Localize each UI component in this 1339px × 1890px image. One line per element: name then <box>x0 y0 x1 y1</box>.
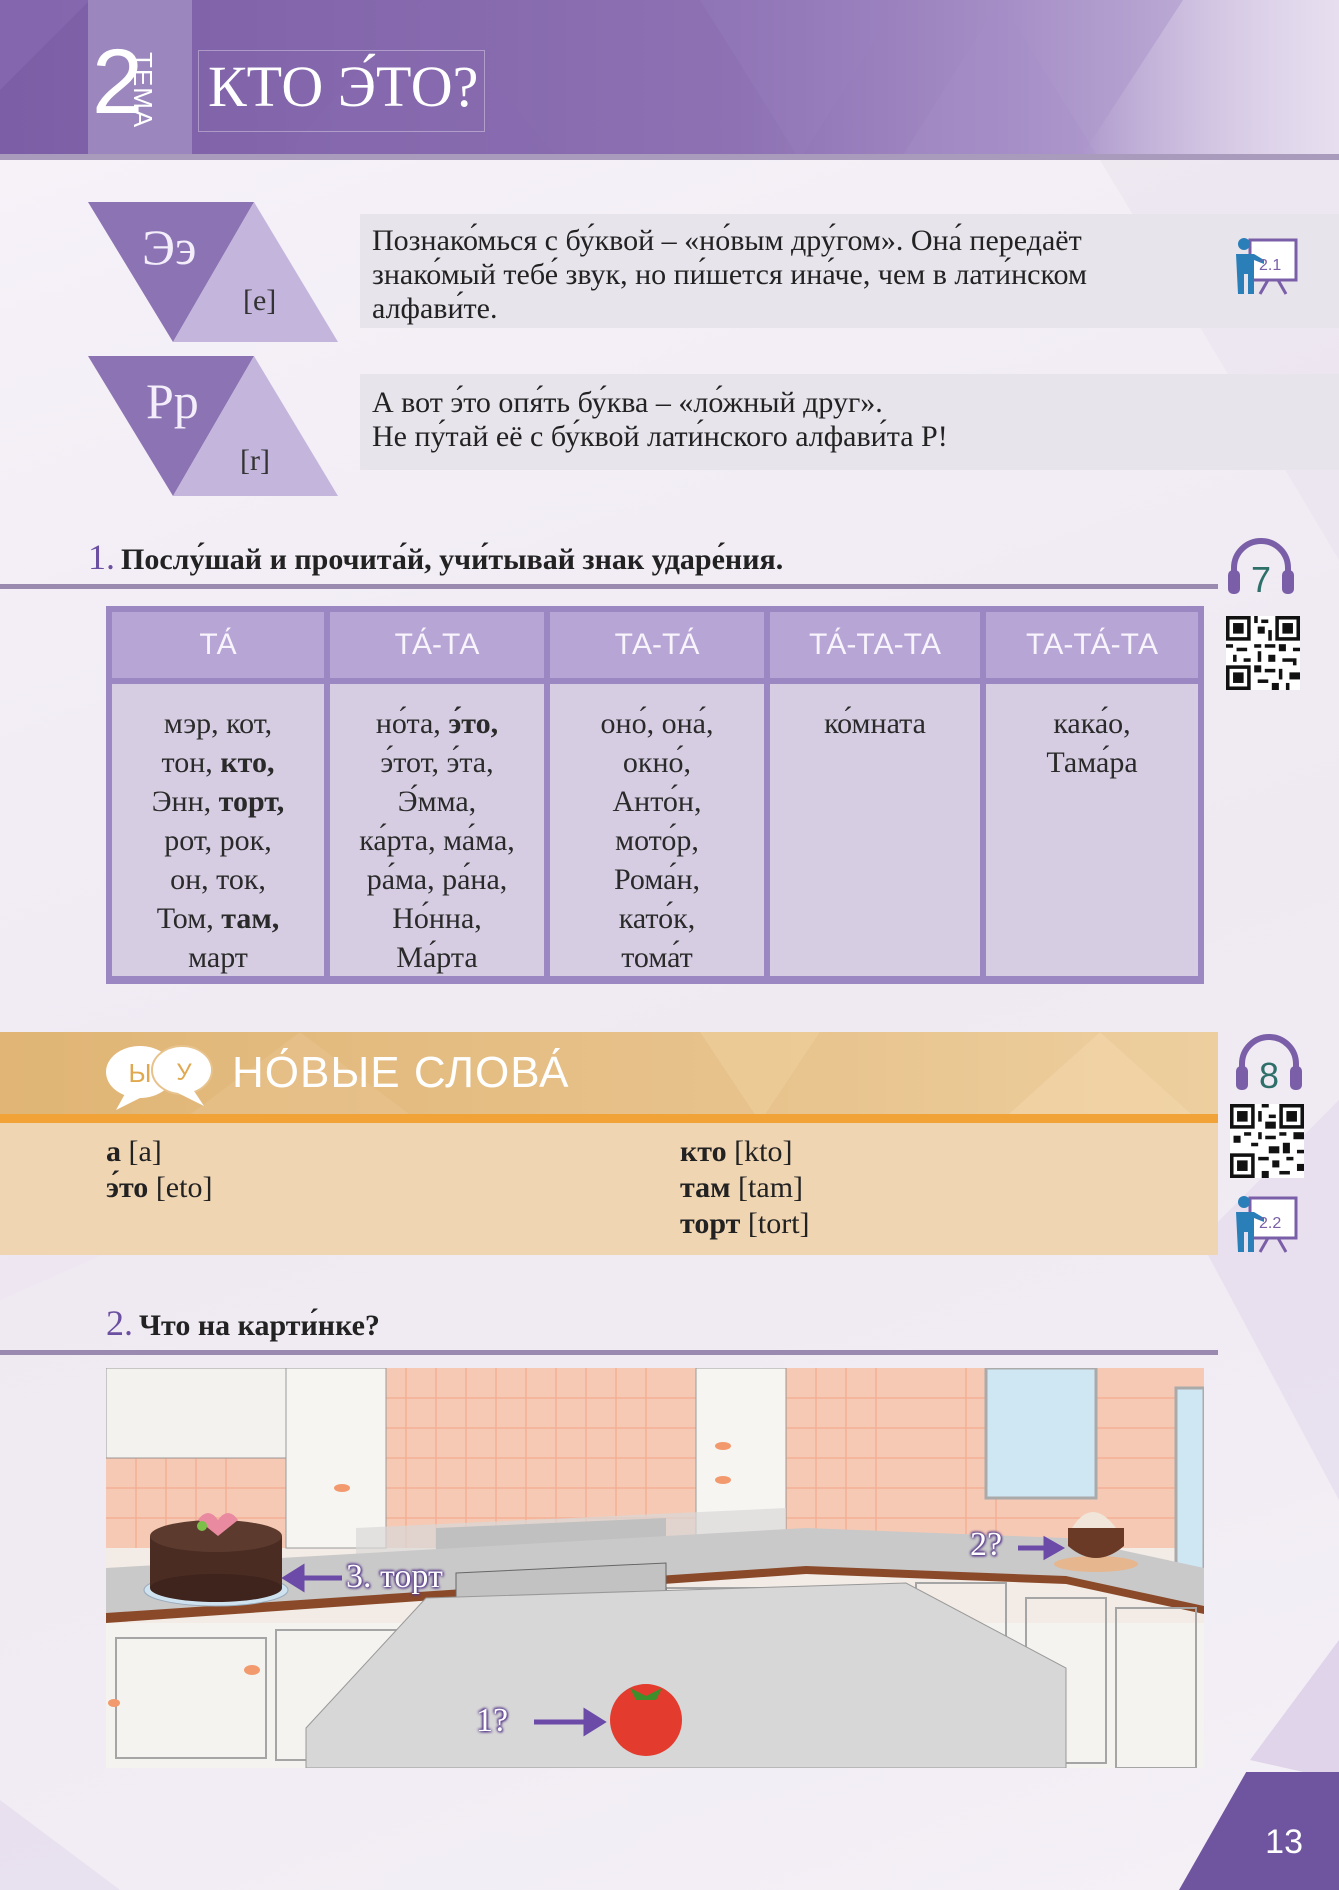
header-underline <box>0 154 1339 160</box>
svg-text:У: У <box>176 1059 192 1086</box>
exercise-number: 1. <box>88 537 115 577</box>
word-line: кака́о, <box>1053 707 1131 740</box>
word-line: ка́рта, ма́ма, <box>359 824 515 857</box>
picture-label-1: 1? <box>476 1702 509 1739</box>
word-line: оно́, она́, <box>600 707 714 740</box>
page-number: 13 <box>1265 1823 1303 1861</box>
word-line: э́тот, э́та, <box>380 746 494 779</box>
qr-code[interactable] <box>1226 616 1300 690</box>
exercise-2-rule <box>0 1350 1218 1355</box>
presenter-board-icon[interactable]: 2.1 <box>1232 234 1302 304</box>
vocab-item: там [tam] <box>680 1171 804 1204</box>
new-words-pattern <box>180 1032 1200 1122</box>
page-title: КТО Э́ТО? <box>208 54 479 119</box>
presenter-board-icon[interactable]: 2.2 <box>1232 1192 1302 1262</box>
letter-card-e: Ээ [e] <box>88 202 338 342</box>
svg-text:8: 8 <box>1259 1055 1279 1096</box>
word-line: Анто́н, <box>612 785 702 818</box>
theme-number: 2 <box>92 31 144 133</box>
topic-header <box>0 0 1339 160</box>
exercise-1-rule <box>0 584 1218 589</box>
letter-phonetic: [e] <box>243 284 277 317</box>
new-words-title: НО́ВЫЕ СЛОВА́ <box>232 1048 570 1097</box>
word-line: Но́нна, <box>392 902 482 935</box>
letter-info-r: А вот э́то опя́ть бу́ква – «ло́жный друг… <box>360 374 1339 470</box>
stress-pattern-table: ТА́ ТА́-ТА ТА-ТА́ ТА́-ТА-ТА ТА-ТА́-ТА мэ… <box>106 606 1204 984</box>
svg-text:Ы: Ы <box>128 1058 151 1088</box>
table-cell: ко́мната <box>770 684 980 976</box>
vocab-item: а [a] <box>106 1135 162 1168</box>
table-header: ТА́ <box>112 612 324 678</box>
table-cell: оно́, она́, окно́, Анто́н, мото́р, Рома́н, ка… <box>550 684 764 976</box>
vocab-item: торт [tort] <box>680 1207 810 1240</box>
kitchen-scene <box>106 1368 1204 1768</box>
theme-label: ТЕМА <box>128 52 158 129</box>
letter-glyph: Ээ <box>142 219 197 275</box>
word-line: мэр, кот, <box>163 707 273 740</box>
qr-code[interactable] <box>1230 1104 1304 1178</box>
word-line: Рома́н, <box>613 863 700 896</box>
word-line: Ма́рта <box>396 941 478 974</box>
word-line: рот, рок, <box>164 824 272 857</box>
word-line: но́та, э́то, <box>375 707 499 740</box>
table-header: ТА́-ТА-ТА <box>770 612 980 678</box>
title-frame <box>198 50 485 132</box>
exercise-2-heading: 2. Что на карти́нке? <box>106 1302 380 1344</box>
letter-info-text: Познако́мься с бу́квой – «но́вым дру́гом… <box>372 224 1087 325</box>
table-cell: но́та, э́то, э́тот, э́та, Э́мма, ка́рта, ма… <box>330 684 544 976</box>
headphones-icon[interactable]: 7 <box>1226 536 1296 600</box>
vocab-item: кто [kto] <box>680 1135 793 1168</box>
table-header: ТА-ТА́ <box>550 612 764 678</box>
exercise-instruction: Послу́шай и прочита́й, учи́тывай знак уд… <box>121 543 784 576</box>
new-words-header <box>0 1032 1218 1122</box>
table-cell: мэр, кот, тон, кто, Энн, торт, рот, рок, он,… <box>112 684 324 976</box>
word-line: окно́, <box>622 746 692 779</box>
word-line: он, ток, <box>170 863 266 896</box>
table-header: ТА-ТА́-ТА <box>986 612 1198 678</box>
letter-info-line: Не пу́тай её с бу́квой лати́нского алфав… <box>372 420 948 453</box>
word-line: Тама́ра <box>1046 746 1138 779</box>
word-line: като́к, <box>618 902 696 935</box>
letter-info-e: Познако́мься с бу́квой – «но́вым дру́гом… <box>360 214 1339 328</box>
vocab-item: э́то [eto] <box>106 1171 213 1204</box>
word-line: Энн, торт, <box>151 785 285 818</box>
word-line: Том, там, <box>156 902 280 935</box>
letter-card-r: Рр [r] <box>88 356 338 496</box>
header-pattern <box>0 0 1100 160</box>
table-cell: кака́о, Тама́ра <box>986 684 1198 976</box>
word-line: март <box>188 941 248 974</box>
exercise-instruction: Что на карти́нке? <box>139 1309 380 1342</box>
new-words-stripe <box>0 1114 1218 1123</box>
word-line: тон, кто, <box>161 746 275 779</box>
svg-text:2.2: 2.2 <box>1259 1215 1281 1232</box>
svg-text:2.1: 2.1 <box>1259 257 1281 274</box>
word-line: ко́мната <box>824 707 926 740</box>
word-line: ра́ма, ра́на, <box>366 863 508 896</box>
word-line: мото́р, <box>615 824 699 857</box>
letter-glyph: Рр <box>146 373 199 429</box>
table-header: ТА́-ТА <box>330 612 544 678</box>
letter-info-line: А вот э́то опя́ть бу́ква – «ло́жный друг… <box>372 386 883 419</box>
word-line: Э́мма, <box>397 785 477 818</box>
exercise-number: 2. <box>106 1303 133 1343</box>
letter-phonetic: [r] <box>240 444 270 477</box>
theme-number-box <box>88 0 192 154</box>
new-words-list <box>0 1123 1218 1255</box>
exercise-1-heading: 1. Послу́шай и прочита́й, учи́тывай знак … <box>88 536 783 578</box>
picture-label-3: 3. торт <box>346 1558 443 1595</box>
kitchen-illustration: 1? 2? 3. торт <box>106 1368 1204 1768</box>
speech-bubbles-icon: Ы У <box>106 1045 213 1110</box>
headphones-icon[interactable]: 8 <box>1234 1032 1304 1096</box>
svg-text:7: 7 <box>1251 559 1271 600</box>
word-line: тома́т <box>621 941 693 974</box>
picture-label-2: 2? <box>970 1526 1003 1563</box>
